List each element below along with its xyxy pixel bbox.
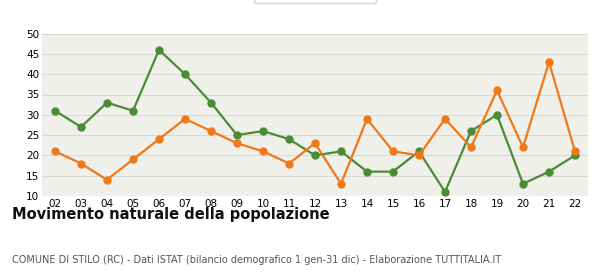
Text: Movimento naturale della popolazione: Movimento naturale della popolazione (12, 207, 329, 222)
Decessi (493, 89, 500, 92)
Nascite (442, 190, 449, 194)
Legend: Nascite, Decessi: Nascite, Decessi (254, 0, 376, 3)
Nascite (311, 154, 319, 157)
Decessi (233, 142, 241, 145)
Decessi (311, 142, 319, 145)
Nascite (103, 101, 110, 104)
Decessi (415, 154, 422, 157)
Text: COMUNE DI STILO (RC) - Dati ISTAT (bilancio demografico 1 gen-31 dic) - Elaboraz: COMUNE DI STILO (RC) - Dati ISTAT (bilan… (12, 255, 501, 265)
Nascite (77, 125, 85, 129)
Nascite (493, 113, 500, 116)
Decessi (181, 117, 188, 121)
Decessi (52, 150, 59, 153)
Decessi (208, 129, 215, 133)
Nascite (364, 170, 371, 173)
Decessi (442, 117, 449, 121)
Nascite (155, 48, 163, 52)
Decessi (389, 150, 397, 153)
Nascite (415, 150, 422, 153)
Decessi (520, 146, 527, 149)
Line: Nascite: Nascite (52, 46, 578, 195)
Nascite (571, 154, 578, 157)
Nascite (389, 170, 397, 173)
Decessi (77, 162, 85, 165)
Decessi (259, 150, 266, 153)
Decessi (103, 178, 110, 181)
Nascite (52, 109, 59, 113)
Nascite (286, 137, 293, 141)
Decessi (364, 117, 371, 121)
Line: Decessi: Decessi (52, 59, 578, 187)
Nascite (545, 170, 553, 173)
Nascite (233, 134, 241, 137)
Decessi (467, 146, 475, 149)
Nascite (208, 101, 215, 104)
Decessi (155, 137, 163, 141)
Nascite (130, 109, 137, 113)
Nascite (520, 182, 527, 185)
Nascite (259, 129, 266, 133)
Nascite (467, 129, 475, 133)
Decessi (130, 158, 137, 161)
Nascite (181, 73, 188, 76)
Decessi (286, 162, 293, 165)
Decessi (545, 60, 553, 64)
Decessi (337, 182, 344, 185)
Decessi (571, 150, 578, 153)
Nascite (337, 150, 344, 153)
